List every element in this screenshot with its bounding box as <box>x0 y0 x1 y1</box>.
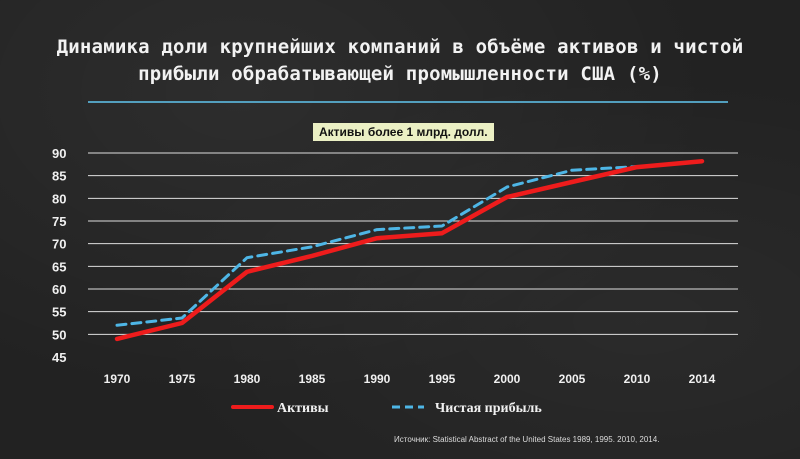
x-tick-label: 1980 <box>234 372 261 386</box>
y-tick-label: 50 <box>52 327 66 342</box>
y-tick-label: 45 <box>52 350 66 365</box>
y-tick-label: 85 <box>52 169 66 184</box>
x-tick-label: 1970 <box>104 372 131 386</box>
x-axis-ticks: 1970 1975 1980 1985 1990 1995 2000 2005 2010 2014 <box>104 372 716 386</box>
source-note: Источник: Statistical Abstract of the Un… <box>394 435 660 444</box>
legend-label-profit: Чистая прибыль <box>435 401 542 416</box>
series-line-net-profit <box>115 165 639 327</box>
x-tick-label: 2010 <box>624 372 651 386</box>
y-tick-label: 55 <box>52 305 66 320</box>
x-tick-label: 1995 <box>429 372 456 386</box>
title-underline <box>88 101 728 103</box>
y-tick-label: 65 <box>52 259 66 274</box>
x-tick-label: 2005 <box>559 372 586 386</box>
y-tick-label: 70 <box>52 237 66 252</box>
y-tick-label: 60 <box>52 282 66 297</box>
x-tick-label: 1990 <box>364 372 391 386</box>
y-axis-ticks: 90 85 80 75 70 65 60 55 50 45 <box>52 146 66 365</box>
x-tick-label: 1985 <box>299 372 326 386</box>
x-tick-label: 1975 <box>169 372 196 386</box>
y-tick-label: 90 <box>52 146 66 161</box>
gridlines <box>88 152 738 335</box>
chart-subtitle: Активы более 1 млрд. долл. <box>313 123 494 141</box>
series-line-assets <box>114 158 705 342</box>
y-tick-label: 75 <box>52 214 66 229</box>
x-tick-label: 2000 <box>494 372 521 386</box>
legend: Активы Чистая прибыль <box>231 401 542 416</box>
series-lines <box>114 158 705 342</box>
x-tick-label: 2014 <box>689 372 716 386</box>
chart-title: Динамика доли крупнейших компаний в объё… <box>56 36 744 85</box>
legend-label-assets: Активы <box>277 401 329 416</box>
y-tick-label: 80 <box>52 191 66 206</box>
